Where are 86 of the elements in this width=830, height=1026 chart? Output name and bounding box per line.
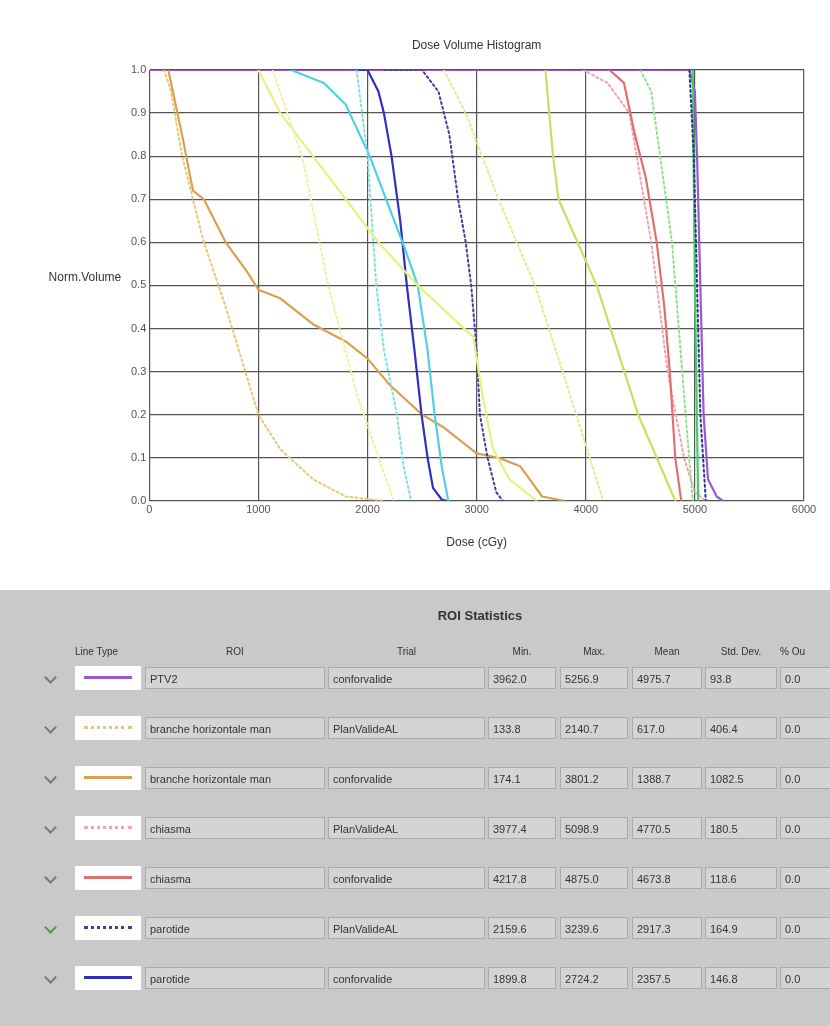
text: Mean: [653, 646, 681, 657]
text: 164.9: [705, 917, 777, 939]
legend-label: chiasma: [145, 817, 325, 839]
text: 3801.2: [560, 767, 628, 789]
line-series: [688, 70, 707, 501]
line-series: [639, 70, 694, 501]
y-tick-label: 0.3: [130, 364, 147, 377]
text: 1899.8: [488, 967, 556, 989]
text: 0.0: [780, 867, 830, 889]
text: conforvalide: [328, 767, 485, 789]
text: 0.0: [780, 767, 830, 789]
y-tick-label: 0.9: [130, 106, 147, 119]
text: 3977.4: [488, 817, 556, 839]
text: 133.8: [488, 717, 556, 739]
text: Trial: [395, 646, 418, 657]
text: 4217.8: [488, 867, 556, 889]
text: PlanValideAL: [328, 717, 485, 739]
x-axis-title: Dose (cGy): [446, 535, 507, 550]
text: 1388.7: [632, 767, 702, 789]
text: 3962.0: [488, 667, 556, 689]
text: Max.: [582, 646, 606, 657]
text: % Ou: [780, 646, 806, 657]
legend-label: parotide: [145, 917, 325, 939]
x-tick-label: 2000: [355, 503, 380, 516]
y-axis-title: Norm.Volume: [48, 269, 122, 284]
text: 174.1: [488, 767, 556, 789]
text: 2357.5: [632, 967, 702, 989]
line-series: [442, 70, 605, 501]
text: 2724.2: [560, 967, 628, 989]
text: 0.0: [780, 667, 830, 689]
text: 0.0: [780, 967, 830, 989]
text: 5098.9: [560, 817, 628, 839]
legend-label: parotide: [145, 967, 325, 989]
x-tick-label: 3000: [464, 503, 489, 516]
text: conforvalide: [328, 967, 485, 989]
legend-label: branche horizontale man: [145, 717, 325, 739]
legend-label: chiasma: [145, 867, 325, 889]
text: 5256.9: [560, 667, 628, 689]
text: ROI Statistics: [436, 608, 524, 623]
y-tick-label: 0.2: [130, 407, 147, 420]
text: 4975.7: [632, 667, 702, 689]
text: 1082.5: [705, 767, 777, 789]
x-tick-label: 4000: [573, 503, 599, 516]
text: 0.0: [780, 817, 830, 839]
text: 406.4: [705, 717, 777, 739]
text: Line Type: [75, 646, 120, 657]
y-tick-label: 0.8: [130, 149, 147, 162]
text: 118.6: [705, 867, 777, 889]
text: 180.5: [705, 817, 777, 839]
line-series: [271, 70, 395, 501]
text: conforvalide: [328, 667, 485, 689]
line-series: [582, 70, 707, 501]
text: 2159.6: [488, 917, 556, 939]
line-series: [355, 70, 413, 501]
text: ROI: [225, 646, 245, 657]
y-tick-label: 0.0: [130, 493, 147, 506]
text: 0.0: [780, 717, 830, 739]
text: 3239.6: [560, 917, 628, 939]
y-tick-label: 0.7: [130, 192, 147, 205]
legend-label: PTV2: [145, 667, 325, 689]
text: 0.0: [780, 917, 830, 939]
text: Std. Dev.: [719, 646, 763, 657]
text: 2140.7: [560, 717, 628, 739]
text: 146.8: [705, 967, 777, 989]
text: 93.8: [705, 667, 777, 689]
x-tick-label: 0: [146, 503, 153, 516]
x-tick-label: 6000: [791, 503, 817, 516]
text: 4770.5: [632, 817, 702, 839]
line-series: [383, 70, 504, 501]
chart-title: Dose Volume Histogram: [411, 38, 542, 53]
text: PlanValideAL: [328, 917, 485, 939]
text: PlanValideAL: [328, 817, 485, 839]
x-tick-label: 1000: [246, 503, 271, 516]
y-tick-label: 0.4: [130, 321, 147, 334]
y-tick-label: 1.0: [130, 63, 147, 76]
y-tick-label: 0.1: [130, 450, 147, 463]
text: 4673.8: [632, 867, 702, 889]
x-tick-label: 5000: [682, 503, 708, 516]
text: Min.: [511, 646, 533, 657]
text: 4875.0: [560, 867, 628, 889]
legend-label: branche horizontale man: [145, 767, 325, 789]
text: 617.0: [632, 717, 702, 739]
text: 2917.3: [632, 917, 702, 939]
y-tick-label: 0.6: [130, 235, 147, 248]
y-tick-label: 0.5: [130, 278, 147, 291]
text: conforvalide: [328, 867, 485, 889]
